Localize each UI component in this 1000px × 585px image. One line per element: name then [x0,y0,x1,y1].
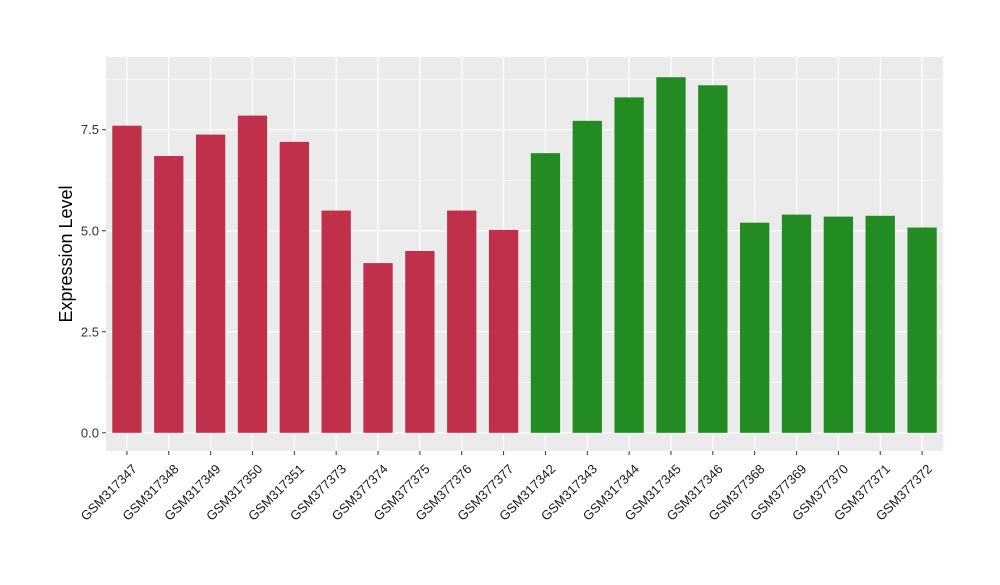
bar-gsm317344 [614,97,644,433]
bar-gsm377373 [321,210,351,433]
y-tick-label: 0.0 [81,425,99,440]
bar-gsm317351 [279,141,309,433]
bar-gsm317342 [530,153,561,433]
bar-gsm317350 [237,115,268,433]
bar-gsm377370 [823,216,854,433]
bar-gsm377368 [740,222,770,433]
bar-gsm317345 [656,77,686,433]
y-tick-label: 5.0 [81,223,99,238]
y-tick-label: 2.5 [81,324,99,339]
bar-gsm317348 [154,156,184,433]
y-axis: 0.0 2.5 5.0 7.5 [81,122,106,440]
bar-gsm317343 [572,120,602,433]
x-axis: GSM317347GSM317348GSM317349GSM317350GSM3… [78,451,935,524]
plot-panel [106,57,943,451]
bar-gsm317349 [195,134,226,433]
bar-gsm377377 [488,229,519,433]
bar-gsm317347 [112,125,142,433]
bar-gsm377372 [907,227,937,433]
y-tick-label: 7.5 [81,122,99,137]
bars [112,77,937,433]
bar-gsm377375 [405,250,435,433]
bar-gsm377374 [363,263,393,433]
bar-gsm377376 [447,210,477,433]
y-axis-title: Expression Level [56,185,76,322]
bar-gsm377369 [781,214,812,433]
bar-gsm317346 [698,85,728,433]
bar-gsm377371 [865,215,895,433]
